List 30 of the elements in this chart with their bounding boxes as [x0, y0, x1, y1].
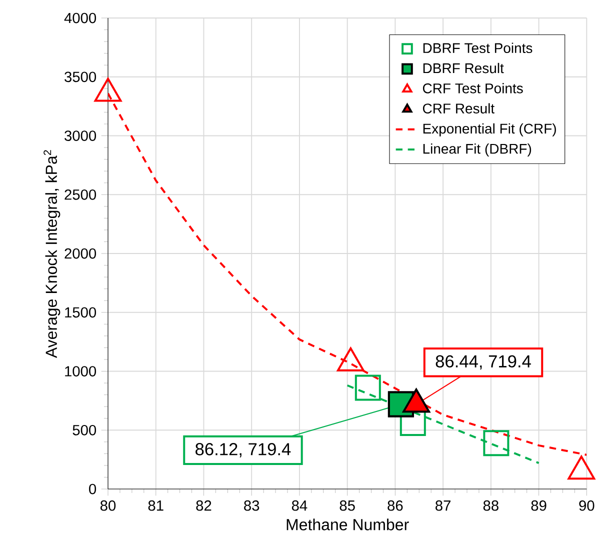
y-tick-label: 1000 — [65, 366, 96, 376]
y-tick-label: 4000 — [64, 12, 96, 24]
y-tick-label: 0 — [89, 484, 96, 494]
y-tick-label: 500 — [72, 424, 96, 436]
x-axis-title: Methane Number — [286, 518, 409, 530]
legend-label: Linear Fit (DBRF) — [423, 143, 532, 157]
legend-label: CRF Result — [422, 103, 494, 114]
y-tick-label: 3500 — [64, 72, 96, 82]
x-tick-label: 87 — [436, 500, 450, 511]
x-tick-label: 90 — [579, 500, 594, 511]
x-tick-label: 88 — [483, 500, 498, 511]
x-tick-label: 85 — [340, 500, 355, 511]
legend-label: DBRF Result — [423, 62, 504, 74]
x-tick-label: 83 — [244, 500, 260, 511]
y-tick-label: 1500 — [65, 307, 96, 318]
annotation: 86.44, 719.4 — [436, 355, 531, 370]
y-tick-label: 3000 — [64, 130, 96, 141]
x-tick-label: 86 — [388, 500, 403, 511]
x-tick-label: 82 — [196, 500, 212, 511]
legend-label: Exponential Fit (CRF) — [423, 123, 556, 136]
y-tick-label: 2500 — [64, 189, 96, 200]
annotation: 86.12, 719.4 — [196, 443, 291, 458]
x-tick-label: 89 — [531, 500, 546, 511]
y-tick-label: 2000 — [64, 248, 96, 259]
legend-label: DBRF Test Points — [423, 42, 532, 54]
x-tick-label: 84 — [292, 500, 308, 511]
x-tick-label: 80 — [100, 500, 116, 511]
legend-label: CRF Test Points — [422, 83, 523, 94]
x-tick-label: 81 — [148, 500, 164, 511]
y-axis-title: Average Knock Integral, kPa$^{2}$ — [44, 150, 60, 358]
